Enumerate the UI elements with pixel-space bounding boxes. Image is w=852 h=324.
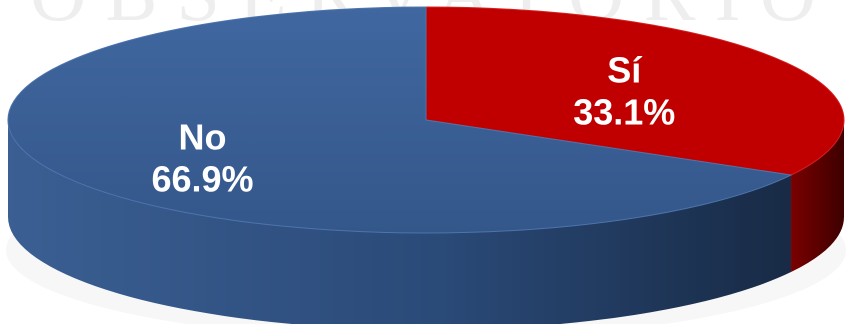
pie-side-no <box>8 120 792 324</box>
slice-value-si: 33.1% <box>573 92 675 133</box>
pie-slice-no <box>7 6 793 234</box>
slice-label-no: No <box>179 116 227 157</box>
pie-sides <box>8 120 844 324</box>
pie-side-si <box>791 120 844 273</box>
slice-value-no: 66.9% <box>151 158 253 199</box>
slice-label-si: Sí <box>607 50 642 91</box>
pie-tops <box>7 6 845 234</box>
pie-slice-si <box>425 6 845 176</box>
